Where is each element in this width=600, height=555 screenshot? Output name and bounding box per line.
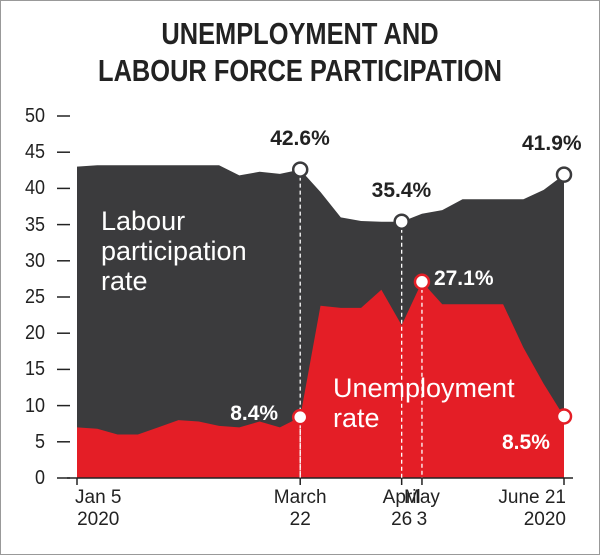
x-tick-label: March 22 [273, 487, 327, 530]
y-tick-label: 20 [24, 322, 45, 345]
y-tick-label: 50 [24, 105, 45, 127]
point-marker [291, 408, 309, 426]
value-label: 35.4% [371, 178, 432, 202]
value-label: 41.9% [522, 131, 582, 155]
area [77, 281, 564, 478]
y-tick-label: 30 [24, 249, 45, 272]
value-label: 27.1% [433, 266, 494, 290]
point-marker [413, 273, 431, 291]
point-marker [555, 166, 573, 183]
y-tick-label: 10 [24, 394, 45, 417]
x-tick-label: May 3 [404, 487, 440, 530]
point-marker [291, 161, 309, 178]
point-marker [555, 408, 573, 425]
series-label: Unemployment rate [333, 373, 515, 433]
x-tick-label: June 21 2020 [498, 487, 566, 530]
y-tick-label: 25 [24, 286, 45, 308]
value-label: 8.5% [502, 431, 550, 455]
y-tick-label: 35 [24, 213, 45, 236]
y-tick-label: 0 [34, 467, 45, 489]
y-tick-label: 40 [24, 177, 45, 200]
value-label: 42.6% [270, 126, 330, 150]
y-tick-label: 5 [34, 430, 45, 453]
x-tick-label: Jan 5 2020 [75, 487, 122, 530]
series-label: Labour participation rate [101, 206, 247, 296]
point-marker [393, 213, 410, 230]
y-tick-label: 15 [24, 358, 45, 381]
value-label: 8.4% [230, 402, 279, 426]
chart-title: UNEMPLOYMENT AND LABOUR FORCE PARTICIPAT… [98, 16, 502, 88]
y-tick-label: 45 [24, 141, 45, 164]
x-tick-label: April 26 [382, 487, 421, 530]
